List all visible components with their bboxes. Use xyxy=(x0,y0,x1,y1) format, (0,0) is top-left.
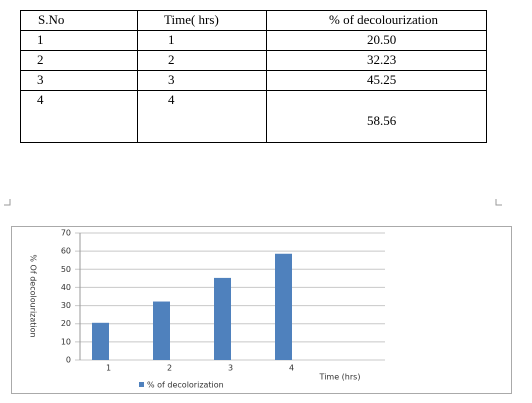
y-axis-label: % Of decolourization xyxy=(29,254,38,337)
y-tick-label: 60 xyxy=(61,247,71,256)
y-tick-label: 20 xyxy=(61,319,71,328)
bar xyxy=(214,277,231,360)
bar xyxy=(92,322,109,360)
cell: 4 xyxy=(137,90,267,143)
cell: 45.25 xyxy=(266,70,487,91)
cell: 58.56 xyxy=(266,90,487,143)
bar xyxy=(275,253,292,360)
y-tick-label: 30 xyxy=(61,301,71,310)
y-tick-label: 0 xyxy=(66,356,71,365)
row: 4 4 58.56 xyxy=(20,90,487,143)
x-axis-label: Time (hrs) xyxy=(319,373,361,382)
x-tick-label: 3 xyxy=(228,364,233,373)
bar xyxy=(153,301,170,360)
legend-swatch xyxy=(139,382,144,387)
data-table: S.No Time( hrs) % of decolourization 1 1… xyxy=(20,10,487,143)
crop-marks xyxy=(4,199,502,206)
cell: 4 xyxy=(20,90,138,143)
legend-label: % of decolorization xyxy=(147,381,224,390)
y-tick-label: 10 xyxy=(61,337,71,346)
y-tick-label: 70 xyxy=(61,229,71,238)
y-tick-label: 40 xyxy=(61,283,71,292)
x-tick-label: 2 xyxy=(167,364,172,373)
chart-frame xyxy=(11,226,512,394)
x-tick-label: 1 xyxy=(106,364,111,373)
x-tick-label: 4 xyxy=(289,364,294,373)
y-tick-label: 50 xyxy=(61,265,71,274)
